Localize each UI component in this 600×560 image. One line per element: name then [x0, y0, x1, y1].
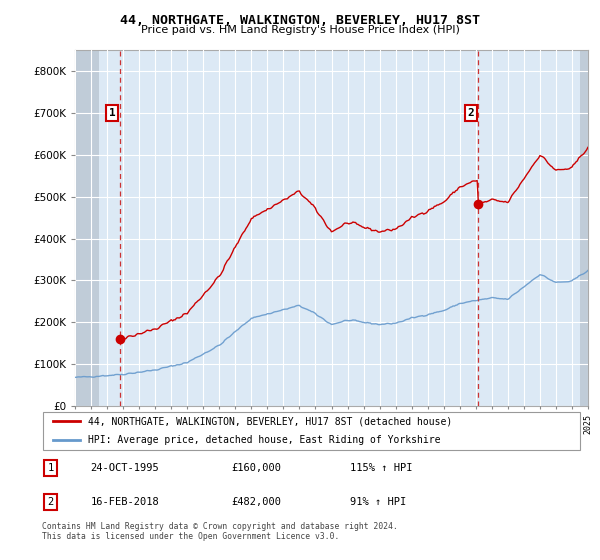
- Text: HPI: Average price, detached house, East Riding of Yorkshire: HPI: Average price, detached house, East…: [88, 435, 440, 445]
- Text: 2: 2: [47, 497, 53, 507]
- Text: 24-OCT-1995: 24-OCT-1995: [91, 463, 160, 473]
- Text: 91% ↑ HPI: 91% ↑ HPI: [350, 497, 406, 507]
- Bar: [75, 50, 99, 406]
- Text: 44, NORTHGATE, WALKINGTON, BEVERLEY, HU17 8ST: 44, NORTHGATE, WALKINGTON, BEVERLEY, HU1…: [120, 14, 480, 27]
- Text: £160,000: £160,000: [231, 463, 281, 473]
- Text: 16-FEB-2018: 16-FEB-2018: [91, 497, 160, 507]
- Bar: [580, 50, 596, 406]
- Text: 115% ↑ HPI: 115% ↑ HPI: [350, 463, 412, 473]
- Text: 44, NORTHGATE, WALKINGTON, BEVERLEY, HU17 8ST (detached house): 44, NORTHGATE, WALKINGTON, BEVERLEY, HU1…: [88, 417, 452, 426]
- Text: Price paid vs. HM Land Registry's House Price Index (HPI): Price paid vs. HM Land Registry's House …: [140, 25, 460, 35]
- Text: 1: 1: [47, 463, 53, 473]
- Text: £482,000: £482,000: [231, 497, 281, 507]
- Text: Contains HM Land Registry data © Crown copyright and database right 2024.
This d: Contains HM Land Registry data © Crown c…: [42, 522, 398, 542]
- FancyBboxPatch shape: [43, 412, 580, 450]
- Text: 1: 1: [109, 108, 115, 118]
- Text: 2: 2: [468, 108, 475, 118]
